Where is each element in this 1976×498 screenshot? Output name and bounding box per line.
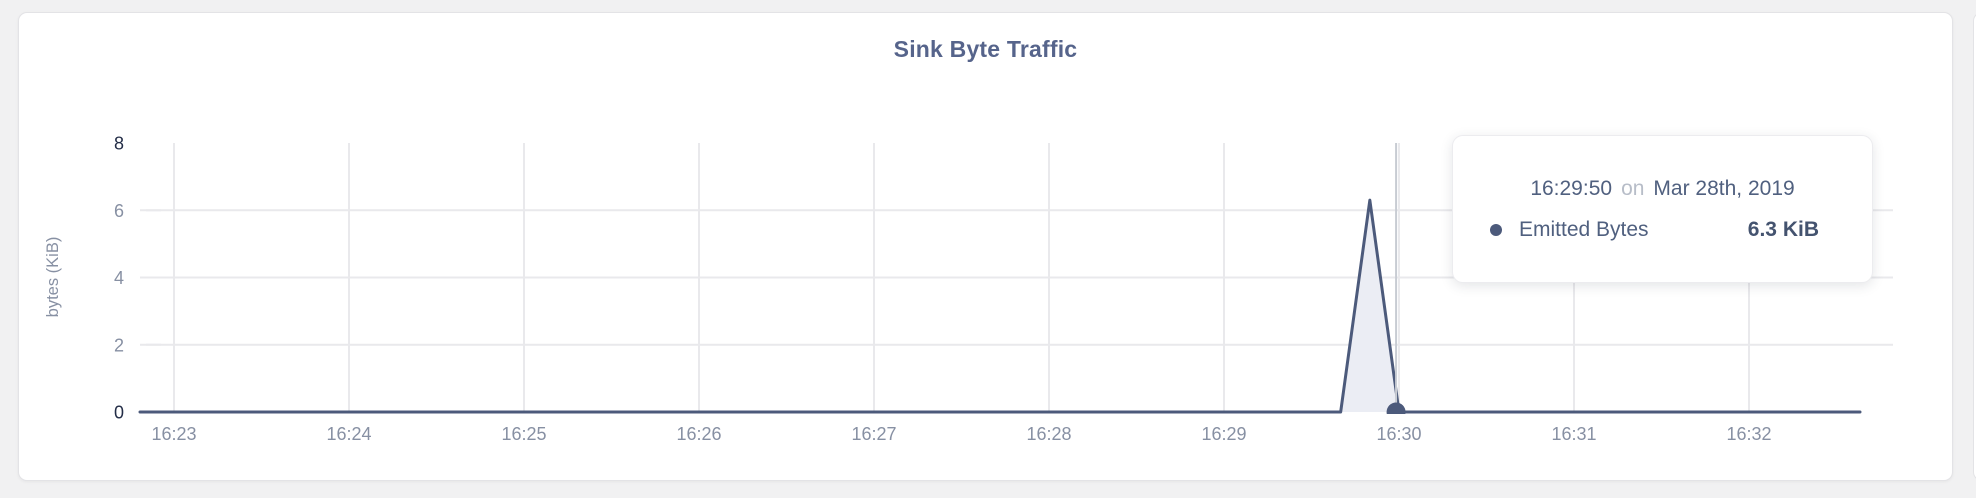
svg-text:2: 2 [114,335,124,355]
series-path [138,198,1862,414]
svg-text:16:32: 16:32 [1726,424,1771,444]
tooltip-timestamp: 16:29:50 on Mar 28th, 2019 [1453,177,1872,201]
svg-text:16:26: 16:26 [676,424,721,444]
svg-text:16:29: 16:29 [1201,424,1246,444]
tooltip-series-label: Emitted Bytes [1519,217,1649,241]
svg-text:16:24: 16:24 [326,424,371,444]
svg-text:4: 4 [114,268,124,288]
tooltip-time: 16:29:50 [1530,176,1613,200]
chart-tooltip: 16:29:50 on Mar 28th, 2019 Emitted Bytes… [1452,135,1873,283]
y-axis-title: bytes (KiB) [44,237,62,318]
tooltip-series-value: 6.3 KiB [1747,217,1819,241]
svg-text:0: 0 [114,403,124,423]
svg-text:6: 6 [114,201,124,221]
x-axis-tick-labels: 16:23 16:24 16:25 16:26 16:27 16:28 16:29 16:30… [151,424,1771,444]
svg-text:16:23: 16:23 [151,424,196,444]
svg-text:16:28: 16:28 [1026,424,1071,444]
tooltip-series-row: Emitted Bytes 6.3 KiB [1453,218,1872,242]
hover-point-marker [1386,402,1406,414]
svg-text:16:27: 16:27 [851,424,896,444]
svg-text:16:25: 16:25 [501,424,546,444]
series-emitted-bytes [138,198,1862,414]
svg-text:16:30: 16:30 [1376,424,1421,444]
tooltip-date: Mar 28th, 2019 [1653,176,1795,200]
chart-title: Sink Byte Traffic [893,36,1078,62]
hover-crosshair [1386,143,1406,414]
svg-text:8: 8 [114,134,124,154]
series-bullet-icon [1490,223,1502,236]
y-axis-tick-labels: 8 6 4 2 0 [114,134,124,423]
tooltip-conjunction: on [1621,176,1645,200]
svg-text:16:31: 16:31 [1551,424,1596,444]
